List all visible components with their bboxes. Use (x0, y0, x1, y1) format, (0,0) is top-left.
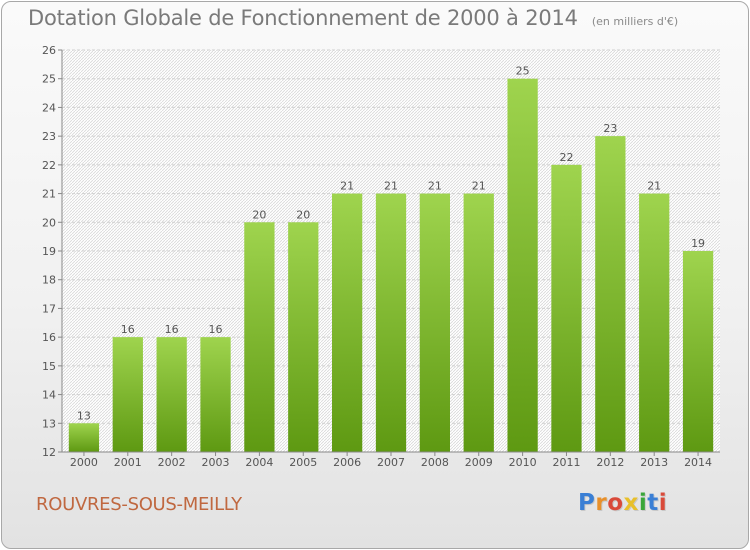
y-tick-label: 26 (42, 44, 56, 57)
bar-value-label: 21 (472, 180, 486, 193)
bar-2006 (331, 193, 363, 453)
x-tick-label: 2013 (640, 456, 668, 469)
bar-2011 (551, 164, 582, 452)
logo-letter: r (595, 490, 608, 516)
logo-letter: i (658, 490, 668, 516)
x-tick-label: 2007 (377, 456, 405, 469)
y-tick-label: 21 (42, 188, 56, 201)
x-tick-label: 2006 (333, 456, 361, 469)
commune-name: ROUVRES-SOUS-MEILLY (36, 494, 242, 515)
bar-value-label: 19 (691, 237, 705, 250)
x-tick-label: 2010 (509, 456, 537, 469)
x-tick-label: 2000 (70, 456, 98, 469)
logo-letter: i (638, 490, 648, 516)
bar-value-label: 25 (516, 65, 530, 78)
bar-2012 (595, 136, 626, 452)
y-tick-label: 23 (42, 130, 56, 143)
bar-value-labels: 13 16 16 16 20 20 21 21 21 21 25 22 23 21 19 (77, 65, 705, 423)
chart-unit-note: (en milliers d'€) (591, 15, 679, 28)
bar-2002 (156, 337, 187, 452)
y-tick-label: 16 (42, 331, 56, 344)
bar-2010 (507, 78, 538, 452)
x-tick-label: 2009 (465, 456, 493, 469)
logo-letter: t (647, 490, 659, 516)
x-tick-label: 2003 (202, 456, 230, 469)
bar-2004 (244, 222, 275, 452)
bar-2014 (682, 251, 714, 452)
x-tick-labels: 2000 2001 2002 2003 2004 2005 2006 2007 2008 2009… (70, 452, 712, 469)
y-tick-label: 24 (42, 101, 56, 114)
y-tick-labels: 12 13 14 15 16 17 18 19 20 21 22 23 24 25 26 (42, 44, 62, 459)
bar-value-label: 20 (252, 208, 266, 221)
x-tick-label: 2012 (596, 456, 624, 469)
bar-2007 (375, 193, 407, 453)
y-tick-label: 18 (42, 274, 56, 287)
y-tick-label: 22 (42, 159, 56, 172)
bars (68, 78, 714, 453)
y-tick-label: 19 (42, 245, 56, 258)
bar-value-label: 21 (340, 180, 354, 193)
x-tick-label: 2014 (684, 456, 712, 469)
bar-2013 (639, 193, 670, 453)
bar-2003 (200, 337, 231, 452)
bar-2008 (419, 193, 451, 453)
x-tick-label: 2001 (114, 456, 142, 469)
x-tick-label: 2002 (158, 456, 186, 469)
y-tick-label: 25 (42, 73, 56, 86)
x-tick-label: 2008 (421, 456, 449, 469)
x-tick-label: 2004 (245, 456, 273, 469)
y-tick-label: 17 (42, 302, 56, 315)
x-tick-label: 2005 (289, 456, 317, 469)
bar-value-label: 13 (77, 409, 91, 422)
y-tick-label: 14 (42, 389, 56, 402)
bar-2001 (112, 337, 143, 452)
bar-2005 (288, 222, 319, 452)
logo-letter: P (578, 490, 596, 516)
bar-value-label: 21 (384, 180, 398, 193)
bar-2000 (68, 423, 100, 452)
bar-value-label: 16 (165, 323, 179, 336)
bar-value-label: 21 (647, 180, 661, 193)
bar-value-label: 20 (296, 208, 310, 221)
y-tick-label: 15 (42, 360, 56, 373)
logo-letter: x (623, 490, 639, 516)
chart-title: Dotation Globale de Fonctionnement de 20… (28, 6, 578, 30)
x-tick-label: 2011 (552, 456, 580, 469)
bar-value-label: 16 (209, 323, 223, 336)
logo-letter: o (607, 490, 624, 516)
bar-value-label: 21 (428, 180, 442, 193)
y-tick-label: 13 (42, 417, 56, 430)
proxiti-logo: Proxiti (578, 490, 667, 516)
y-tick-label: 20 (42, 216, 56, 229)
bar-value-label: 16 (121, 323, 135, 336)
y-tick-label: 12 (42, 446, 56, 459)
bar-2009 (463, 193, 494, 453)
bar-value-label: 22 (559, 151, 573, 164)
bar-value-label: 23 (603, 122, 617, 135)
chart-header: Dotation Globale de Fonctionnement de 20… (28, 6, 678, 30)
